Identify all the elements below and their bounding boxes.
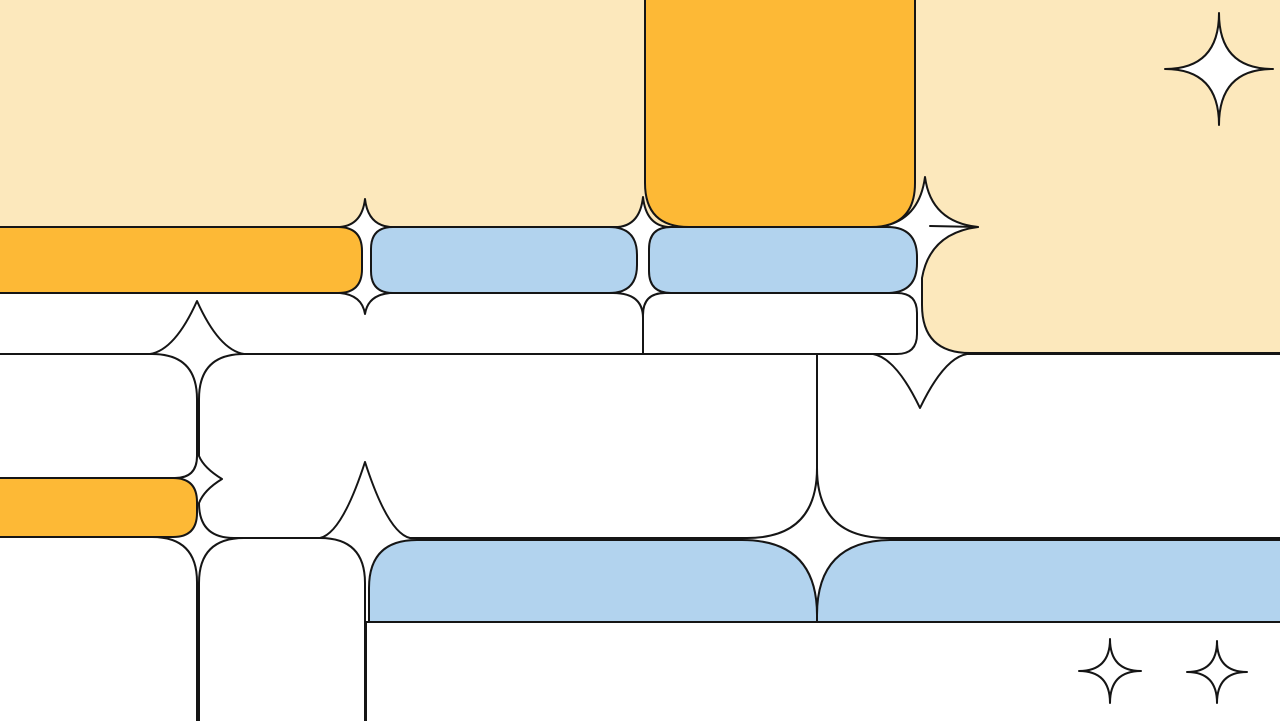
orange-band-left	[0, 226, 363, 294]
orange-band-small-left	[0, 477, 198, 538]
white-strip-right	[642, 292, 918, 355]
white-tile-center-large	[198, 353, 818, 539]
sparkle-top-right-icon	[1164, 12, 1274, 126]
white-bottom-band	[365, 621, 1280, 721]
blue-bottom-band-left	[368, 539, 818, 623]
white-tile-right-large	[816, 353, 1280, 539]
blue-band-center	[370, 226, 638, 294]
cream-seam-line	[929, 225, 979, 228]
sparkle-bottom-right-1-icon	[1078, 638, 1142, 704]
white-tile-lower-left	[0, 536, 198, 721]
white-tile-upper-left	[0, 353, 198, 479]
blue-band-right	[648, 226, 918, 294]
sparkle-bottom-right-2-icon	[1186, 640, 1248, 704]
white-tile-bottom-mid	[198, 537, 366, 721]
orange-header-block	[644, 0, 916, 228]
white-strip-left	[0, 292, 644, 355]
blue-bottom-band-right	[816, 539, 1280, 623]
